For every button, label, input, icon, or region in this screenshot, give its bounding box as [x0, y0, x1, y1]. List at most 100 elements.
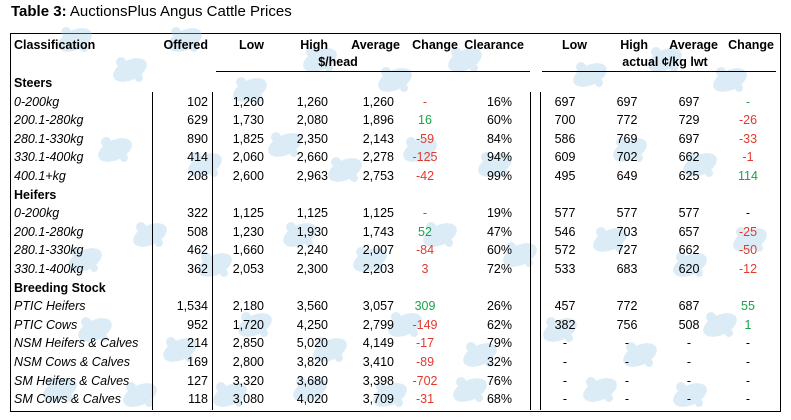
- cell-change2: 114: [738, 169, 758, 183]
- cell-high2: 772: [616, 299, 638, 314]
- cell-change: -125: [412, 150, 438, 165]
- cell-low2: 700: [554, 113, 576, 128]
- cell-avg2: -: [686, 373, 692, 388]
- column-divider: [540, 92, 541, 410]
- cell-change2: -12: [738, 262, 758, 276]
- cell-clearance: 79%: [486, 336, 512, 351]
- cell-high2: 703: [616, 224, 638, 239]
- cell-low: 1,720: [232, 317, 264, 332]
- cell-offered: 1,534: [176, 299, 208, 314]
- cell-high2: 649: [616, 169, 638, 183]
- cell-change2: -: [745, 206, 751, 221]
- header-clearance: Clearance: [464, 38, 524, 52]
- cell-change2: -: [745, 392, 751, 407]
- cell-clearance: 32%: [486, 355, 512, 369]
- cell-change: -: [422, 206, 428, 221]
- cell-low2: 533: [554, 262, 576, 276]
- cell-high: 3,560: [296, 299, 328, 314]
- cell-change: 16: [418, 113, 432, 128]
- cell-low2: -: [562, 373, 568, 388]
- cell-high2: 577: [616, 206, 638, 221]
- header-change-cents: Change: [728, 38, 774, 52]
- section-heading: Breeding Stock: [14, 280, 106, 295]
- header-low-cents: Low: [562, 38, 587, 52]
- cell-offered: 362: [187, 262, 208, 276]
- cell-high: 3,680: [296, 373, 328, 388]
- cell-offered: 208: [187, 169, 208, 183]
- cell-high: 2,963: [296, 169, 328, 183]
- cell-avg: 2,799: [362, 317, 394, 332]
- cell-high: 4,250: [296, 317, 328, 332]
- cell-offered: 414: [187, 150, 208, 165]
- cell-high2: 683: [616, 262, 638, 276]
- cell-offered: 890: [187, 131, 208, 146]
- cell-low: 3,320: [232, 373, 264, 388]
- header-group-cents-per-kg: actual ¢/kg lwt: [622, 55, 708, 69]
- cell-change: -: [422, 94, 428, 109]
- cell-change: -89: [415, 355, 435, 369]
- header-divider-right: [542, 71, 776, 72]
- cell-low2: 609: [554, 150, 576, 165]
- cell-offered: 214: [187, 336, 208, 351]
- cell-low: 3,080: [232, 392, 264, 407]
- cell-high: 1,125: [296, 206, 328, 221]
- cell-low2: 577: [554, 206, 576, 221]
- cell-low: 1,125: [232, 206, 264, 221]
- cell-change2: -: [745, 336, 751, 351]
- cell-change2: -25: [738, 224, 758, 239]
- header-group-dollars-per-head: $/head: [318, 55, 358, 69]
- cell-avg: 2,203: [362, 262, 394, 276]
- row-label: NSM Cows & Calves: [14, 355, 130, 369]
- cell-low2: -: [562, 336, 568, 351]
- cell-change: 3: [421, 262, 429, 276]
- cell-clearance: 60%: [486, 243, 512, 258]
- row-label: 0-200kg: [14, 94, 60, 109]
- cell-avg: 2,007: [362, 243, 394, 258]
- row-label: 200.1-280kg: [14, 113, 84, 128]
- cell-avg2: 697: [678, 94, 700, 109]
- cell-change2: -26: [738, 113, 758, 128]
- cell-avg2: 657: [678, 224, 700, 239]
- cell-clearance: 19%: [486, 206, 512, 221]
- cell-offered: 508: [187, 224, 208, 239]
- header-classification: Classification: [14, 38, 96, 52]
- cell-high: 3,820: [296, 355, 328, 369]
- cell-change: 309: [414, 299, 436, 314]
- row-label: PTIC Heifers: [14, 299, 86, 314]
- cell-high: 4,020: [296, 392, 328, 407]
- row-label: 330.1-400kg: [14, 262, 84, 276]
- cell-avg: 1,896: [362, 113, 394, 128]
- cell-change2: -: [745, 355, 751, 369]
- table-frame: [10, 33, 781, 412]
- cell-offered: 118: [188, 392, 208, 407]
- cell-high2: -: [624, 355, 630, 369]
- table-title: Table 3: AuctionsPlus Angus Cattle Price…: [11, 3, 292, 21]
- header-divider-left: [216, 71, 530, 72]
- header-offered: Offered: [163, 38, 208, 52]
- column-divider: [212, 92, 213, 410]
- column-divider: [530, 92, 531, 410]
- cell-avg2: -: [686, 336, 692, 351]
- cell-high2: 702: [616, 150, 638, 165]
- cell-change2: -: [745, 94, 751, 109]
- cell-change: -42: [415, 169, 435, 183]
- cell-clearance: 76%: [486, 373, 512, 388]
- row-label: 280.1-330kg: [14, 243, 84, 258]
- cell-change: -59: [415, 131, 435, 146]
- cell-avg2: 697: [678, 131, 700, 146]
- cell-clearance: 99%: [486, 169, 512, 183]
- cell-clearance: 94%: [486, 150, 512, 165]
- cell-change: -31: [415, 392, 435, 407]
- cell-offered: 169: [187, 355, 208, 369]
- cell-offered: 127: [187, 373, 208, 388]
- cell-high: 2,300: [296, 262, 328, 276]
- cell-low2: 457: [554, 299, 576, 314]
- cell-low: 2,060: [232, 150, 264, 165]
- cell-low: 2,053: [232, 262, 264, 276]
- cell-avg: 3,709: [362, 392, 394, 407]
- cell-low: 2,600: [232, 169, 264, 183]
- cell-low: 1,660: [232, 243, 264, 258]
- section-heading: Steers: [14, 76, 53, 90]
- cell-high: 2,350: [296, 131, 328, 146]
- cell-avg2: 729: [678, 113, 700, 128]
